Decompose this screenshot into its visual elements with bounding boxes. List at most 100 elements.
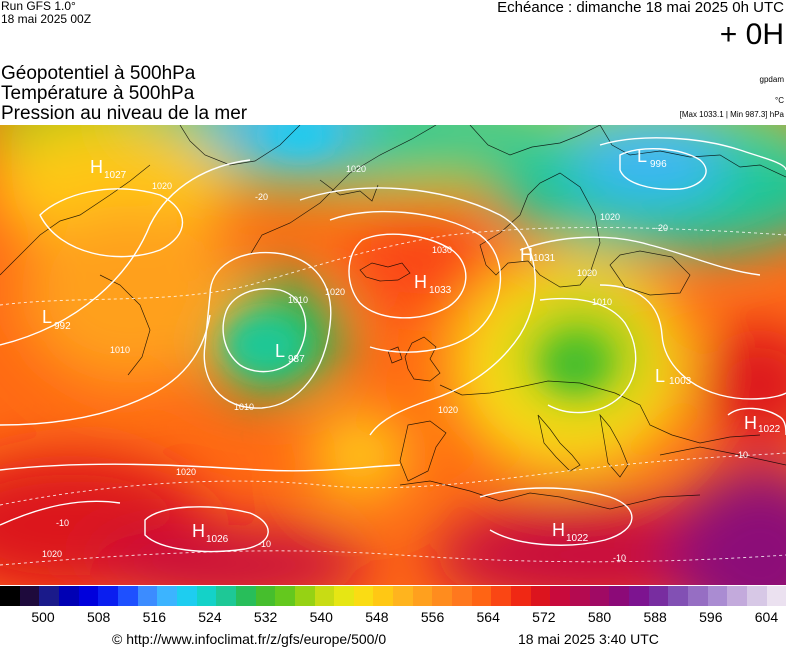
- isobar-label: 1020: [325, 287, 345, 297]
- scale-swatch: [471, 586, 492, 606]
- scale-tick-label: 588: [643, 609, 667, 625]
- temperature-label: -20: [255, 192, 268, 202]
- isobars: [0, 137, 786, 553]
- temperature-label: -10: [613, 553, 626, 563]
- scale-swatch: [491, 586, 512, 606]
- footer-credit: © http://www.infoclimat.fr/z/gfs/europe/…: [112, 631, 387, 647]
- scale-swatch: [511, 586, 531, 606]
- coastlines: [0, 125, 786, 510]
- temperature-label: -10: [56, 518, 69, 528]
- scale-swatch: [39, 586, 59, 606]
- scale-swatch: [137, 586, 158, 606]
- unit-geopotential: gpdam: [759, 75, 784, 84]
- scale-swatch: [255, 586, 276, 606]
- pressure-center-value: 1031: [533, 253, 556, 264]
- scale-swatch: [196, 586, 217, 606]
- scale-swatch: [452, 586, 472, 606]
- scale-tick-label: 532: [253, 609, 278, 625]
- isobar-label: 1010: [110, 345, 130, 355]
- isobar-label: 1020: [438, 405, 458, 415]
- scale-tick-label: 516: [142, 609, 166, 625]
- scale-swatch: [157, 586, 177, 606]
- isobar-label: 1030: [432, 245, 452, 255]
- scale-tick-label: 564: [476, 609, 500, 625]
- scale-tick-label: 540: [309, 609, 333, 625]
- scale-swatch: [314, 586, 335, 606]
- scale-swatch: [432, 586, 453, 606]
- temperature-label: -20: [655, 223, 668, 233]
- scale-tick-label: 596: [699, 609, 723, 625]
- isobar-label: 1020: [42, 549, 62, 559]
- scale-swatch: [393, 586, 413, 606]
- pressure-center-letter: L: [42, 307, 52, 327]
- pressure-center-value: 1026: [206, 534, 229, 545]
- pressure-center-letter: L: [637, 146, 647, 166]
- scale-tick-label: 500: [31, 609, 55, 625]
- isobar-label: 1020: [346, 164, 366, 174]
- isobar-label: 1010: [592, 297, 612, 307]
- scale-tick-label: 556: [420, 609, 445, 625]
- temperature-label: -10: [258, 539, 271, 549]
- scale-swatch: [176, 586, 197, 606]
- scale-swatch: [629, 586, 649, 606]
- unit-temperature: °C: [775, 96, 784, 105]
- isobar-labels: 1020 1020 1030 1010 1020 1010 1010 1020 …: [42, 164, 620, 559]
- title-temperature: Température à 500hPa: [1, 83, 195, 104]
- valid-time-label: Echéance : dimanche 18 mai 2025 0h UTC: [497, 0, 784, 16]
- scale-swatch: [19, 586, 40, 606]
- pressure-center-value: 1003: [669, 376, 692, 387]
- scale-swatch: [412, 586, 433, 606]
- pressure-center-letter: H: [520, 245, 533, 265]
- scale-swatch: [668, 586, 688, 606]
- scale-swatch: [550, 586, 571, 606]
- scale-swatch: [746, 586, 767, 606]
- isobar-label: 1010: [234, 402, 254, 412]
- pressure-center-value: 1022: [758, 424, 781, 435]
- color-scale-bar: [0, 586, 786, 606]
- isobar-label: 1020: [577, 268, 597, 278]
- geopotential-field: [0, 125, 786, 585]
- pressure-center-value: 996: [650, 159, 667, 170]
- title-geopotential: Géopotentiel à 500hPa: [1, 63, 196, 84]
- scale-swatch: [78, 586, 99, 606]
- scale-tick-label: 548: [365, 609, 389, 625]
- scale-swatch: [235, 586, 256, 606]
- title-pressure: Pression au niveau de la mer: [1, 103, 248, 124]
- weather-map: H 1027 L 996 H 1033 H 1031 L 992 L 987 L…: [0, 125, 786, 585]
- scale-swatch: [353, 586, 374, 606]
- pressure-centers: H 1027 L 996 H 1033 H 1031 L 992 L 987 L…: [42, 146, 781, 545]
- temperature-isotherms: [0, 227, 786, 566]
- isobar-label: 1010: [288, 295, 308, 305]
- scale-swatch: [687, 586, 708, 606]
- scale-swatch: [609, 586, 629, 606]
- pressure-center-value: 1027: [104, 170, 127, 181]
- isobar-label: 1020: [176, 467, 196, 477]
- pressure-center-letter: H: [744, 413, 757, 433]
- temperature-labels: -20 -20 -10 -10 -10 -10: [56, 192, 748, 563]
- scale-swatch: [589, 586, 610, 606]
- footer-timestamp: 18 mai 2025 3:40 UTC: [518, 631, 659, 647]
- run-label: Run GFS 1.0°: [1, 0, 76, 13]
- color-scale-labels: 500 508 516 524 532 540 548 556 564 572 580 588 596 6…: [0, 609, 786, 625]
- pressure-center-letter: L: [275, 341, 285, 361]
- scale-swatch: [648, 586, 669, 606]
- pressure-center-letter: H: [90, 157, 103, 177]
- scale-swatch: [216, 586, 236, 606]
- scale-swatch: [275, 586, 295, 606]
- pressure-center-value: 1033: [429, 285, 452, 296]
- scale-swatch: [98, 586, 118, 606]
- temperature-label: -10: [735, 450, 748, 460]
- pressure-range-label: [Max 1033.1 | Min 987.3] hPa: [679, 110, 784, 119]
- pressure-center-value: 1022: [566, 533, 589, 544]
- scale-swatch: [58, 586, 79, 606]
- scale-tick-label: 604: [754, 609, 779, 625]
- forecast-hour-label: + 0H: [719, 18, 784, 51]
- scale-tick-label: 572: [532, 609, 556, 625]
- pressure-center-value: 987: [288, 354, 305, 365]
- scale-swatch: [707, 586, 728, 606]
- pressure-center-value: 992: [54, 321, 71, 332]
- scale-tick-label: 524: [198, 609, 222, 625]
- pressure-center-letter: H: [552, 520, 565, 540]
- scale-swatch: [373, 586, 394, 606]
- scale-swatch: [0, 586, 20, 606]
